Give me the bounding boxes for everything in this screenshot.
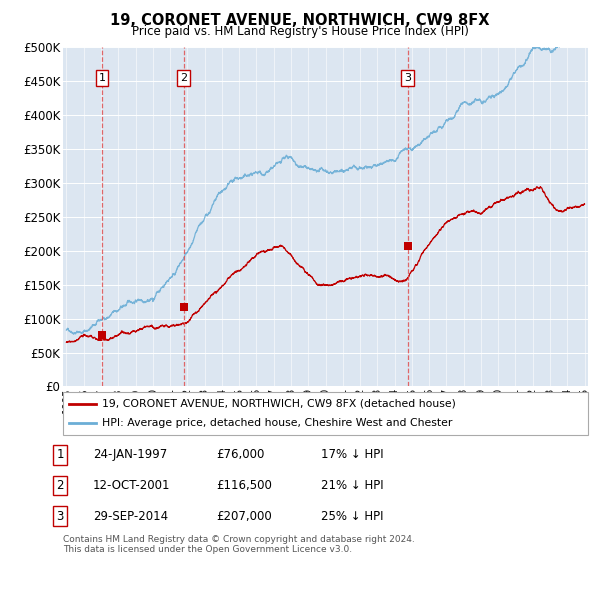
Text: 21% ↓ HPI: 21% ↓ HPI [321,479,383,492]
Text: 24-JAN-1997: 24-JAN-1997 [93,448,167,461]
Text: 1: 1 [99,73,106,83]
Text: 25% ↓ HPI: 25% ↓ HPI [321,510,383,523]
Text: 2: 2 [56,479,64,492]
Text: £116,500: £116,500 [216,479,272,492]
Text: Contains HM Land Registry data © Crown copyright and database right 2024.
This d: Contains HM Land Registry data © Crown c… [63,535,415,554]
Text: 17% ↓ HPI: 17% ↓ HPI [321,448,383,461]
Text: 19, CORONET AVENUE, NORTHWICH, CW9 8FX (detached house): 19, CORONET AVENUE, NORTHWICH, CW9 8FX (… [102,399,456,409]
Text: 2: 2 [180,73,187,83]
Text: 12-OCT-2001: 12-OCT-2001 [93,479,170,492]
Text: 3: 3 [404,73,411,83]
Text: Price paid vs. HM Land Registry's House Price Index (HPI): Price paid vs. HM Land Registry's House … [131,25,469,38]
Text: 19, CORONET AVENUE, NORTHWICH, CW9 8FX: 19, CORONET AVENUE, NORTHWICH, CW9 8FX [110,13,490,28]
Text: £76,000: £76,000 [216,448,265,461]
Text: HPI: Average price, detached house, Cheshire West and Chester: HPI: Average price, detached house, Ches… [102,418,452,428]
Text: 1: 1 [56,448,64,461]
Text: 3: 3 [56,510,64,523]
Text: 29-SEP-2014: 29-SEP-2014 [93,510,168,523]
Text: £207,000: £207,000 [216,510,272,523]
